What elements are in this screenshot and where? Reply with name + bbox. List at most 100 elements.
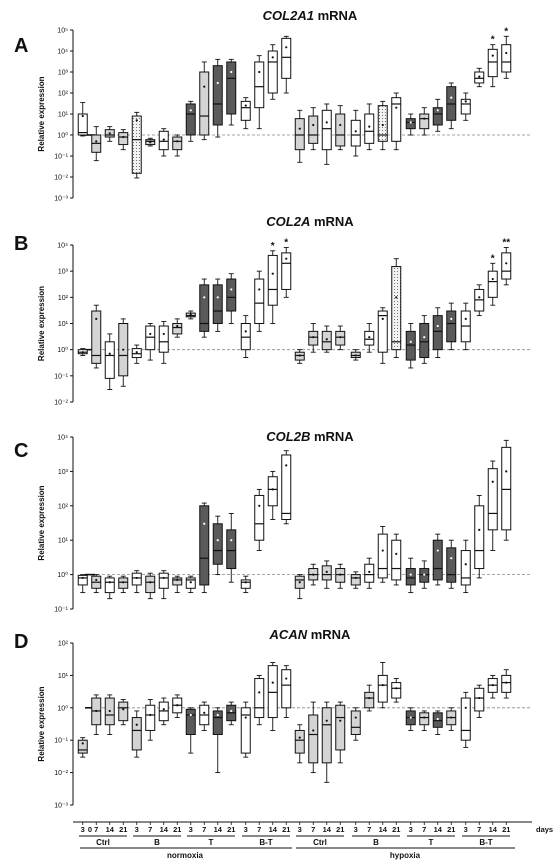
box-plot [226, 512, 237, 583]
box-plot [131, 344, 142, 364]
box-plot [185, 575, 196, 594]
box-iqr [391, 682, 402, 699]
y-tick-label: 10² [58, 295, 69, 302]
box-mean-point [450, 96, 453, 99]
box-iqr [391, 539, 402, 581]
title-gene: COL2A [266, 214, 310, 229]
box-iqr [377, 674, 388, 703]
box-iqr [158, 325, 169, 353]
box-iqr [131, 572, 142, 586]
y-tick-label: 10⁴ [57, 243, 68, 250]
box-plot [460, 302, 471, 351]
box-mean-point [95, 317, 98, 320]
box-mean-point [95, 578, 98, 582]
box-plot [212, 707, 223, 774]
box-iqr [172, 136, 183, 151]
day-label: 14 [269, 825, 278, 834]
box-iqr [474, 505, 485, 570]
y-axis-label: Relative expression [37, 485, 46, 560]
box-iqr [460, 550, 471, 586]
box-mean-point [505, 681, 508, 684]
box-mean-point [108, 709, 111, 713]
box-iqr [254, 678, 265, 719]
box-plot [294, 349, 305, 364]
significance-marker: * [491, 35, 495, 46]
box-mean-point [230, 709, 233, 713]
box-mean-point [135, 351, 138, 354]
box-iqr [226, 278, 237, 312]
box-mean-point [491, 54, 494, 57]
box-plot [446, 302, 457, 351]
day-label: 3 [409, 825, 413, 834]
y-tick-label: 10⁻² [54, 400, 68, 407]
title-suffix: mRNA [310, 429, 354, 444]
box-mean-point [423, 117, 426, 120]
box-plot [77, 574, 88, 594]
box-plot [145, 137, 156, 147]
panels-layer: A COL2A1 mRNA Relative expression 10⁵ 10⁴ 10³… [14, 8, 532, 810]
box-mean-point [258, 288, 261, 291]
box-mean-point [162, 332, 165, 336]
box-mean-point [491, 480, 494, 483]
box-plot [432, 307, 443, 358]
box-iqr [460, 98, 471, 115]
box-iqr [321, 109, 332, 151]
day-label: 3 [464, 825, 468, 834]
box-iqr [377, 105, 388, 142]
significance-marker: ** [502, 238, 510, 249]
box-mean-point [354, 130, 357, 133]
day-label: 14 [106, 825, 115, 834]
box-mean-point [478, 75, 481, 78]
box-plot [419, 315, 430, 364]
box-iqr [281, 252, 292, 290]
box-iqr [460, 697, 471, 741]
box-mean-point [298, 354, 301, 357]
box-plot [172, 134, 183, 157]
day-label: 3 [244, 825, 248, 834]
box-mean-point [244, 716, 247, 719]
box-mean-point [216, 296, 219, 299]
box-iqr [118, 132, 129, 146]
box-mean-point [464, 100, 467, 103]
box-plot [446, 82, 457, 130]
panel-letter: D [14, 631, 28, 653]
box-mean-point [505, 51, 508, 55]
box-plot [91, 694, 102, 735]
day-label: 21 [282, 825, 290, 834]
y-tick-label: 10⁵ [57, 28, 68, 35]
box-mean-point [203, 85, 206, 88]
box-plot [254, 674, 265, 726]
box-plot [335, 563, 346, 589]
box-mean-point [354, 716, 357, 719]
box-iqr [405, 568, 416, 586]
box-plot [391, 533, 402, 586]
day-label: 3 [354, 825, 358, 834]
box-mean-point [368, 696, 371, 700]
box-plot [199, 701, 210, 731]
box-plot [419, 107, 430, 136]
box-mean-point [325, 719, 328, 722]
condition-label-normoxia: normoxia [167, 851, 204, 860]
box-plot [77, 102, 88, 137]
box-iqr [254, 61, 265, 109]
significance-marker: * [271, 241, 275, 252]
box-mean-point [122, 708, 125, 711]
significance-marker: * [284, 238, 288, 249]
box-plot [487, 674, 498, 699]
day-zero-label: 0 [88, 825, 92, 834]
box-plot: * [487, 253, 498, 306]
title-gene: ACAN [269, 627, 308, 642]
box-mean-point [108, 352, 111, 355]
box-iqr [199, 71, 210, 136]
box-iqr [104, 341, 115, 379]
day-label: 7 [94, 825, 98, 834]
y-tick-label: 10⁻¹ [54, 738, 68, 745]
box-iqr [501, 252, 512, 280]
box-plot [254, 55, 265, 130]
box-plot [474, 684, 485, 719]
box-plot [226, 273, 237, 324]
box-mean-point [478, 696, 481, 700]
box-mean-point [368, 336, 371, 339]
box-iqr [487, 48, 498, 78]
